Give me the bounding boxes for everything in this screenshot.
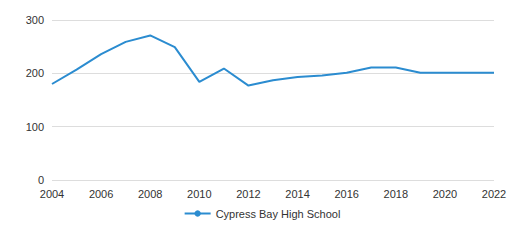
svg-text:2020: 2020 xyxy=(433,188,457,200)
svg-text:0: 0 xyxy=(38,174,44,186)
svg-text:2014: 2014 xyxy=(285,188,309,200)
svg-text:Cypress Bay High School: Cypress Bay High School xyxy=(216,208,341,220)
svg-text:200: 200 xyxy=(26,67,44,79)
svg-text:2008: 2008 xyxy=(138,188,162,200)
svg-text:2010: 2010 xyxy=(187,188,211,200)
svg-text:300: 300 xyxy=(26,14,44,26)
svg-text:2006: 2006 xyxy=(89,188,113,200)
svg-text:2012: 2012 xyxy=(236,188,260,200)
svg-text:2004: 2004 xyxy=(40,188,64,200)
svg-text:2018: 2018 xyxy=(384,188,408,200)
svg-text:2022: 2022 xyxy=(482,188,506,200)
svg-text:2016: 2016 xyxy=(334,188,358,200)
svg-text:100: 100 xyxy=(26,121,44,133)
